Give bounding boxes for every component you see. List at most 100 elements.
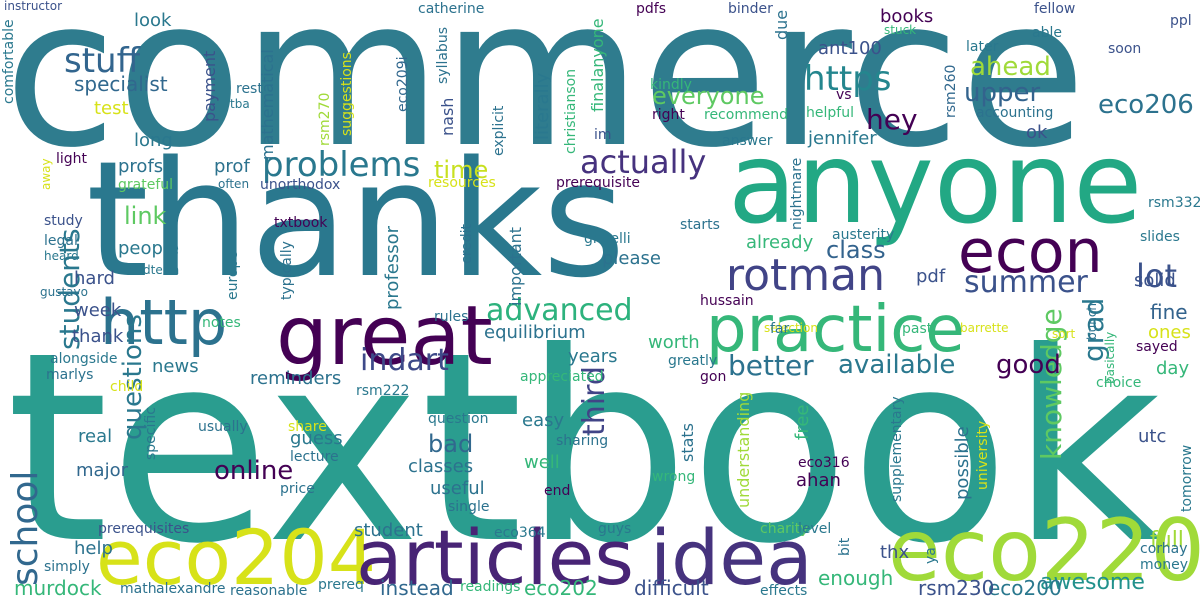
word-soon: soon	[1108, 41, 1142, 57]
word-corhay: corhay	[1140, 541, 1188, 557]
word-textbook: textbook	[6, 296, 1162, 600]
word-eco364: eco364	[494, 525, 546, 541]
word-syllabus: syllabus	[435, 27, 451, 84]
word-bad: bad	[428, 430, 474, 458]
word-gustavo: gustavo	[40, 285, 88, 299]
word-later: later	[966, 39, 999, 55]
word-test: test	[94, 98, 129, 119]
word-ahan: ahan	[796, 470, 841, 491]
word-resources: resources	[428, 175, 496, 191]
word-rsm222: rsm222	[356, 383, 410, 399]
word-prerequisite: prerequisite	[556, 175, 640, 191]
word-right: right	[652, 107, 685, 123]
word-single: single	[448, 499, 490, 515]
word-day: day	[1156, 358, 1190, 379]
word-usually: usually	[198, 419, 248, 435]
word-http: http	[100, 286, 228, 359]
word-alexandre: alexandre	[156, 581, 226, 597]
word-rsm230: rsm230	[918, 576, 995, 600]
word-reasonable: reasonable	[230, 583, 308, 599]
word-useful: useful	[430, 478, 485, 499]
word-grateful: grateful	[118, 177, 174, 193]
word-greatly: greatly	[668, 353, 718, 369]
word-real: real	[78, 426, 113, 447]
word-time: time	[434, 156, 489, 184]
word-study: study	[44, 213, 83, 229]
word-reminders: reminders	[250, 368, 342, 389]
word-credit: credit	[459, 223, 475, 264]
word-years: years	[568, 346, 618, 367]
word-light: light	[56, 151, 88, 167]
word-often: often	[218, 177, 250, 191]
word-hard: hard	[74, 268, 115, 289]
word-eco204: eco204	[96, 513, 377, 600]
word-fellow: fellow	[1034, 1, 1076, 17]
word-able: able	[1032, 25, 1062, 41]
word-sort: sort	[1052, 327, 1076, 341]
word-available: available	[838, 350, 956, 380]
word-typically: typically	[279, 241, 295, 300]
word-kindly: kindly	[650, 77, 692, 93]
word-far: far	[770, 321, 790, 337]
word-week: week	[74, 300, 122, 321]
word-end: end	[544, 483, 571, 499]
word-long: long	[134, 130, 173, 151]
word-child: child	[110, 379, 144, 395]
word-commerce: commerce	[4, 0, 1087, 193]
word-specialist: specialist	[74, 72, 168, 96]
word-major: major	[76, 460, 128, 481]
word-understanding: understanding	[734, 391, 753, 508]
word-thanks: thanks	[86, 126, 626, 313]
word-ppl: ppl	[1170, 13, 1192, 29]
word-better: better	[728, 349, 814, 382]
word-well: well	[524, 452, 560, 473]
word-simply: simply	[44, 559, 90, 575]
word-rsm270: rsm270	[317, 92, 333, 146]
word-notes: notes	[202, 315, 241, 331]
word-thx: thx	[880, 542, 910, 563]
word-hussain: hussain	[700, 293, 754, 309]
word-problems: problems	[262, 145, 421, 185]
word-tba: tba	[230, 97, 250, 111]
word-fine: fine	[1150, 300, 1188, 324]
word-equilibrium: equilibrium	[484, 322, 586, 343]
word-ones: ones	[1148, 322, 1191, 343]
word-away: away	[39, 158, 53, 190]
word-rsm260: rsm260	[943, 64, 959, 118]
word-pdfs: pdfs	[636, 1, 666, 17]
word-student: student	[354, 520, 423, 541]
word-mathematical: mathematical	[258, 49, 277, 160]
word-important: important	[506, 226, 525, 306]
word-supplementary: supplementary	[889, 396, 905, 502]
word-txtbook: txtbook	[274, 215, 328, 231]
word-gon: gon	[700, 369, 727, 385]
word-specific: specific	[143, 407, 159, 460]
word-utc: utc	[1138, 426, 1167, 447]
word-eco220: eco220	[888, 501, 1200, 600]
word-eco206: eco206	[1098, 90, 1194, 120]
word-effects: effects	[760, 583, 808, 599]
word-appreciated: appreciated	[520, 369, 604, 385]
word-basically: basically	[1103, 331, 1117, 384]
word-eco200: eco200	[988, 576, 1062, 600]
word-vs: vs	[836, 87, 852, 103]
word-ghaelli: ghaelli	[584, 231, 631, 247]
word-rules: rules	[434, 309, 469, 325]
word-christianson: christianson	[563, 68, 579, 154]
word-look: look	[134, 10, 172, 31]
word-stuff: stuff	[64, 41, 141, 81]
word-level: level	[798, 521, 832, 537]
word-econ: econ	[958, 217, 1103, 287]
word-practice: practice	[706, 293, 965, 367]
word-please: please	[602, 248, 661, 269]
word-helpful: helpful	[806, 105, 854, 121]
word-online: online	[214, 456, 294, 486]
word-free: free	[792, 404, 813, 441]
word-enough: enough	[818, 566, 894, 590]
word-instead: instead	[380, 576, 454, 600]
word-marlys: marlys	[46, 367, 94, 383]
word-midterm: midterm	[128, 263, 180, 277]
word-jennifer: jennifer	[808, 128, 877, 149]
word-lot: lot	[1136, 257, 1178, 295]
word-sayed: sayed	[1136, 339, 1178, 355]
